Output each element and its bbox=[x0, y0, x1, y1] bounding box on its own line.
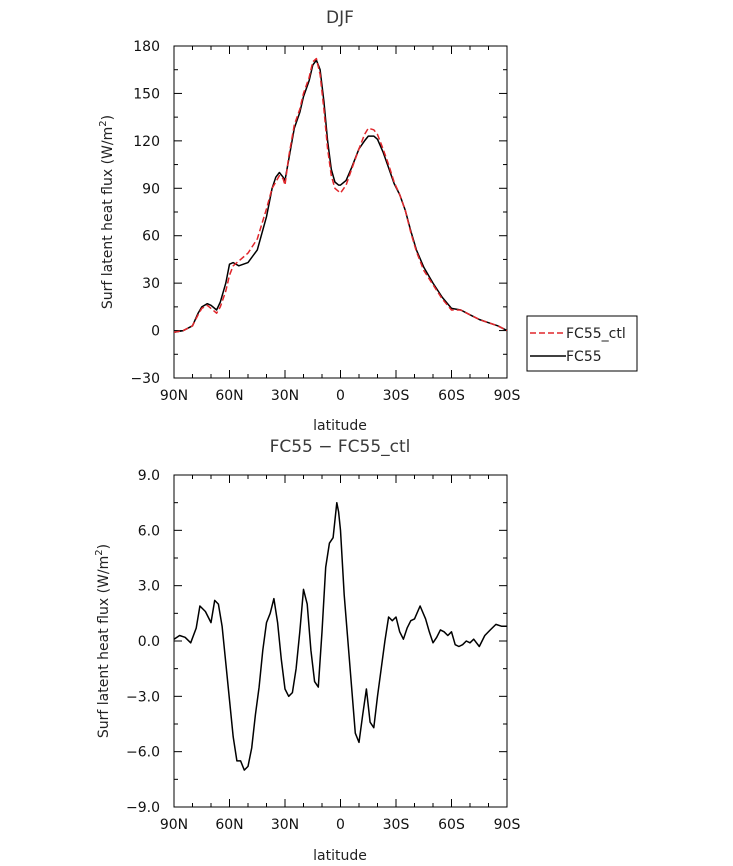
x-tick-label: 60S bbox=[438, 817, 465, 833]
y-tick-label: 90 bbox=[142, 181, 160, 197]
x-tick-label: 60S bbox=[438, 388, 465, 404]
x-axis-label-djf: latitude bbox=[313, 418, 367, 434]
panel-title-difference: FC55 − FC55_ctl bbox=[270, 437, 411, 457]
y-tick-label: 0.0 bbox=[138, 634, 160, 650]
y-tick-label: 6.0 bbox=[138, 523, 160, 539]
x-tick-label: 60N bbox=[215, 817, 243, 833]
x-tick-label: 30N bbox=[271, 388, 299, 404]
y-tick-label: −9.0 bbox=[126, 800, 160, 816]
tick-marks-difference bbox=[173, 474, 508, 808]
series-difference bbox=[173, 501, 507, 771]
plot-frame-djf bbox=[173, 45, 508, 379]
y-axis-label-djf: Surf latent heat flux (W/m2) bbox=[98, 115, 116, 309]
series-line-fc55 bbox=[173, 59, 508, 333]
x-tick-label: 60N bbox=[215, 388, 243, 404]
x-axis-label-difference: latitude bbox=[313, 848, 367, 864]
y-tick-label: 30 bbox=[142, 276, 160, 292]
y-tick-labels-djf: −30 0 30 60 90 120 150 180 bbox=[130, 39, 160, 387]
series-djf bbox=[173, 57, 508, 333]
x-tick-label: 30S bbox=[383, 388, 410, 404]
legend-label-fc55: FC55 bbox=[566, 349, 602, 365]
series-line-fc55-ctl bbox=[173, 57, 508, 333]
y-tick-label: 150 bbox=[133, 86, 160, 102]
y-tick-label: 60 bbox=[142, 229, 160, 245]
y-tick-label: −3.0 bbox=[126, 689, 160, 705]
panel-difference: FC55 − FC55_ctl −9.0 −6.0 −3.0 0.0 3.0 6.0 9.0… bbox=[94, 437, 520, 864]
series-line-difference bbox=[173, 501, 507, 771]
x-tick-label: 90N bbox=[160, 388, 188, 404]
x-tick-label: 90S bbox=[494, 388, 521, 404]
y-tick-labels-difference: −9.0 −6.0 −3.0 0.0 3.0 6.0 9.0 bbox=[126, 468, 160, 816]
legend: FC55_ctl FC55 bbox=[526, 315, 638, 372]
y-tick-label: 180 bbox=[133, 39, 160, 55]
legend-label-fc55-ctl: FC55_ctl bbox=[566, 326, 626, 342]
panel-djf: DJF −30 0 30 60 90 120 150 180 90N 60N 30N 0 30S 60S… bbox=[98, 8, 638, 434]
x-tick-label: 0 bbox=[336, 817, 345, 833]
y-tick-label: −6.0 bbox=[126, 745, 160, 761]
y-tick-label: 0 bbox=[151, 324, 160, 340]
x-tick-label: 0 bbox=[336, 388, 345, 404]
x-tick-labels-djf: 90N 60N 30N 0 30S 60S 90S bbox=[160, 388, 521, 404]
panel-title-djf: DJF bbox=[326, 8, 354, 28]
x-tick-label: 30S bbox=[383, 817, 410, 833]
x-tick-labels-difference: 90N 60N 30N 0 30S 60S 90S bbox=[160, 817, 521, 833]
legend-box bbox=[526, 315, 638, 372]
x-tick-label: 90N bbox=[160, 817, 188, 833]
y-axis-label-difference: Surf latent heat flux (W/m2) bbox=[94, 544, 112, 738]
y-tick-label: 120 bbox=[133, 134, 160, 150]
x-tick-label: 30N bbox=[271, 817, 299, 833]
tick-marks-djf bbox=[173, 45, 508, 379]
y-tick-label: −30 bbox=[130, 371, 160, 387]
y-tick-label: 3.0 bbox=[138, 579, 160, 595]
x-tick-label: 90S bbox=[494, 817, 521, 833]
y-tick-label: 9.0 bbox=[138, 468, 160, 484]
